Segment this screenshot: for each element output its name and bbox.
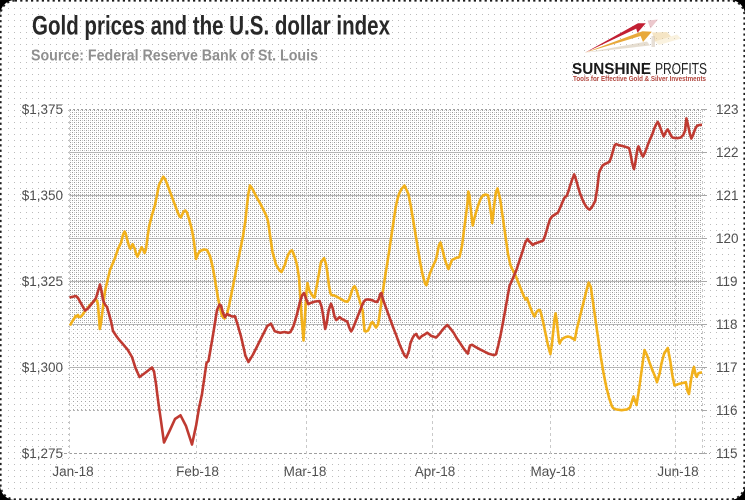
svg-text:121: 121: [716, 188, 739, 203]
svg-text:$1,275: $1,275: [22, 446, 63, 461]
svg-text:117: 117: [716, 360, 738, 375]
svg-text:118: 118: [716, 317, 738, 332]
svg-text:122: 122: [716, 145, 739, 160]
svg-text:$1,325: $1,325: [22, 274, 63, 289]
svg-text:Jun-18: Jun-18: [657, 464, 698, 479]
svg-text:Jan-18: Jan-18: [52, 464, 93, 479]
svg-text:Source: Federal Reserve Bank o: Source: Federal Reserve Bank of St. Loui…: [31, 48, 318, 65]
svg-text:119: 119: [716, 274, 738, 289]
svg-text:Tools for Effective Gold & Sil: Tools for Effective Gold & Silver Invest…: [573, 74, 706, 83]
svg-text:116: 116: [716, 403, 738, 418]
svg-text:PROFITS: PROFITS: [655, 61, 707, 78]
svg-text:123: 123: [716, 102, 739, 117]
svg-text:SUNSHINE: SUNSHINE: [572, 61, 651, 78]
svg-text:Feb-18: Feb-18: [176, 464, 219, 479]
svg-text:Mar-18: Mar-18: [284, 464, 327, 479]
svg-text:$1,375: $1,375: [22, 102, 63, 117]
svg-text:Apr-18: Apr-18: [415, 464, 456, 479]
svg-text:May-18: May-18: [530, 464, 575, 479]
svg-text:$1,300: $1,300: [22, 360, 63, 375]
svg-text:$1,350: $1,350: [22, 188, 63, 203]
svg-text:115: 115: [716, 446, 738, 461]
svg-text:Gold prices and the U.S. dolla: Gold prices and the U.S. dollar index: [32, 11, 390, 41]
svg-text:120: 120: [716, 231, 739, 246]
